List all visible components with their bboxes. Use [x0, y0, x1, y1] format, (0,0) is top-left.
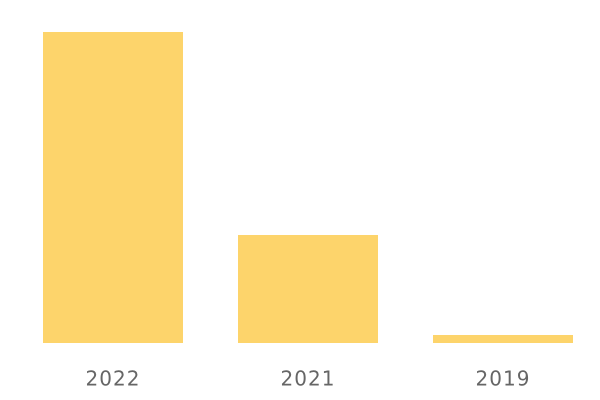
x-tick-label: 2021: [281, 367, 336, 391]
x-tick-label: 2019: [476, 367, 531, 391]
x-tick-label: 2022: [86, 367, 141, 391]
bar: [238, 235, 378, 343]
bar: [433, 335, 573, 343]
bar: [43, 32, 183, 343]
